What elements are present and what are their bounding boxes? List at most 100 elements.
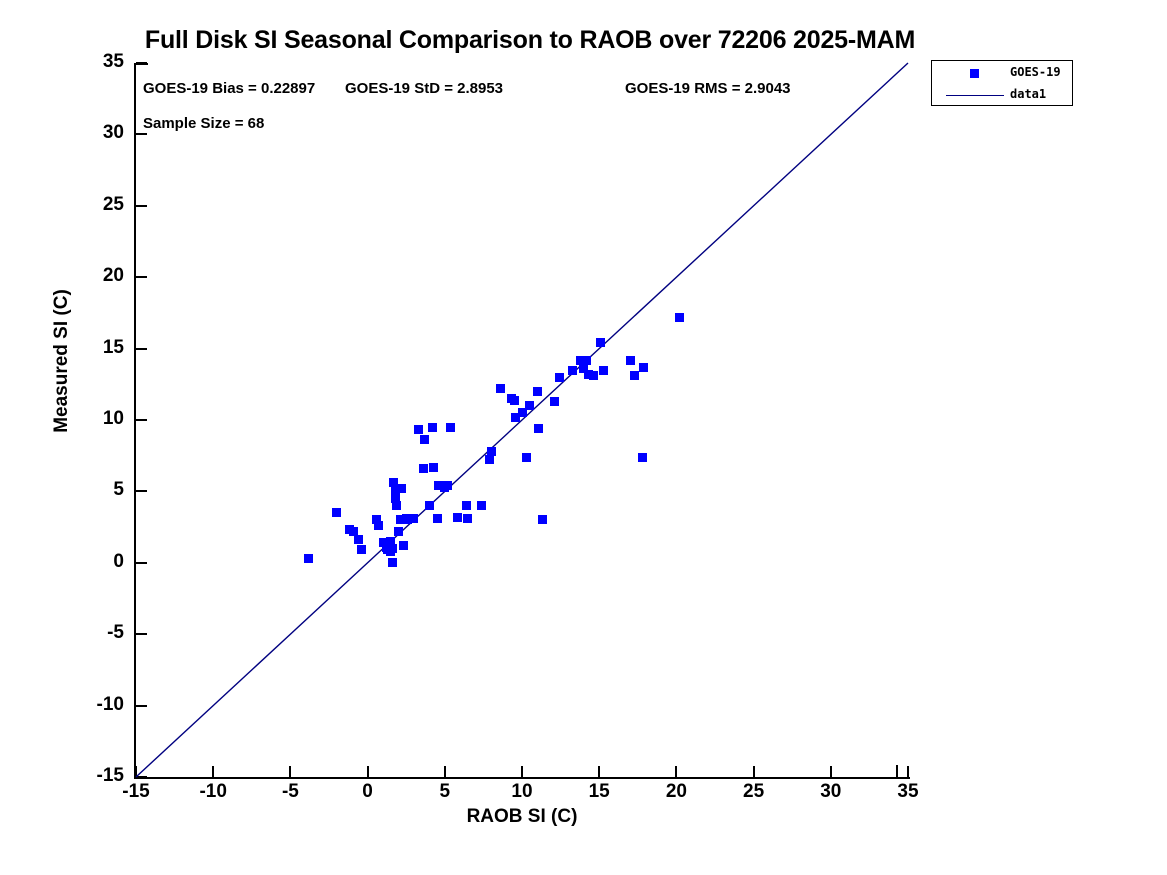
y-tick-label: 0 bbox=[113, 550, 124, 572]
legend-label-goes19: GOES-19 bbox=[1010, 65, 1061, 79]
scatter-point bbox=[389, 478, 399, 488]
scatter-point bbox=[452, 512, 462, 522]
scatter-point bbox=[511, 412, 521, 422]
scatter-point bbox=[485, 455, 495, 465]
scatter-point bbox=[522, 452, 532, 462]
scatter-point bbox=[637, 452, 647, 462]
scatter-point bbox=[387, 544, 397, 554]
legend-line-sample-icon bbox=[946, 95, 1004, 96]
x-tick-mark bbox=[752, 766, 755, 777]
axis-corner-stub-right bbox=[896, 765, 898, 777]
x-tick-mark bbox=[829, 766, 832, 777]
x-axis-label: RAOB SI (C) bbox=[466, 806, 578, 827]
x-tick-label: 35 bbox=[897, 781, 919, 802]
scatter-point bbox=[534, 424, 544, 434]
y-tick-mark bbox=[136, 347, 147, 350]
stat-sample-size-text: Sample Size = 68 bbox=[143, 115, 265, 132]
scatter-point bbox=[403, 515, 413, 525]
x-tick-mark bbox=[675, 766, 678, 777]
scatter-point bbox=[588, 371, 598, 381]
scatter-point bbox=[630, 371, 640, 381]
y-axis-spine bbox=[134, 63, 136, 779]
one-to-one-line bbox=[135, 62, 909, 778]
x-tick-mark bbox=[366, 766, 369, 777]
scatter-point bbox=[332, 508, 342, 518]
scatter-point bbox=[579, 364, 589, 374]
y-tick-label: -15 bbox=[96, 765, 124, 786]
scatter-point bbox=[390, 486, 400, 496]
x-tick-label: -15 bbox=[122, 781, 150, 802]
scatter-point bbox=[583, 369, 593, 379]
scatter-point bbox=[395, 515, 405, 525]
stat-bias-text: GOES-19 Bias = 0.22897 bbox=[143, 80, 316, 97]
x-tick-mark bbox=[212, 766, 215, 777]
legend-entry-goes19: GOES-19 bbox=[932, 62, 1074, 84]
x-tick-label: 30 bbox=[820, 781, 842, 802]
scatter-markers bbox=[136, 63, 908, 777]
scatter-point bbox=[393, 526, 403, 536]
scatter-point bbox=[443, 481, 453, 491]
legend-label-data1: data1 bbox=[1010, 87, 1047, 101]
y-tick-mark bbox=[136, 276, 147, 279]
legend: GOES-19 data1 bbox=[931, 60, 1073, 106]
scatter-point bbox=[576, 355, 586, 365]
x-tick-label: 15 bbox=[588, 781, 610, 802]
scatter-point bbox=[386, 536, 396, 546]
y-tick-label: 10 bbox=[102, 408, 124, 429]
scatter-point bbox=[344, 525, 354, 535]
x-tick-mark bbox=[521, 766, 523, 777]
scatter-point bbox=[446, 422, 456, 432]
scatter-point bbox=[414, 425, 424, 435]
x-tick-mark bbox=[289, 766, 292, 777]
y-tick-label: 35 bbox=[102, 51, 124, 72]
scatter-point bbox=[554, 372, 564, 382]
scatter-point bbox=[373, 521, 383, 531]
y-tick-label: 20 bbox=[102, 265, 124, 287]
scatter-point bbox=[463, 514, 473, 524]
x-tick-label: 20 bbox=[665, 781, 687, 802]
scatter-point bbox=[495, 384, 505, 394]
y-tick-label: 15 bbox=[102, 336, 124, 358]
y-tick-mark bbox=[136, 490, 147, 493]
y-tick-mark bbox=[136, 62, 147, 64]
scatter-point bbox=[434, 481, 444, 491]
axis-corner-stub-top bbox=[136, 63, 148, 65]
scatter-point bbox=[304, 554, 314, 564]
x-tick-label: 25 bbox=[743, 781, 765, 802]
scatter-point bbox=[537, 515, 547, 525]
legend-square-marker-icon bbox=[970, 69, 979, 78]
scatter-point bbox=[674, 312, 684, 322]
y-tick-label: -10 bbox=[96, 693, 124, 715]
page-title: Full Disk SI Seasonal Comparison to RAOB… bbox=[144, 26, 916, 54]
x-tick-label: 10 bbox=[511, 781, 533, 802]
scatter-point bbox=[549, 396, 559, 406]
scatter-point bbox=[398, 541, 408, 551]
stat-std-text: GOES-19 StD = 2.8953 bbox=[345, 80, 503, 97]
y-tick-label: 5 bbox=[113, 479, 124, 501]
y-tick-label: 25 bbox=[102, 193, 124, 215]
plot-area bbox=[135, 62, 909, 778]
scatter-point bbox=[372, 515, 382, 525]
reference-line bbox=[135, 62, 909, 778]
scatter-point bbox=[429, 462, 439, 472]
scatter-point bbox=[353, 535, 363, 545]
scatter-point bbox=[532, 386, 542, 396]
scatter-point bbox=[387, 558, 397, 568]
y-tick-mark bbox=[136, 776, 147, 778]
scatter-point bbox=[349, 526, 359, 536]
scatter-point bbox=[582, 355, 592, 365]
y-tick-mark bbox=[136, 419, 147, 421]
y-tick-label: 30 bbox=[102, 122, 124, 144]
scatter-point bbox=[477, 501, 487, 511]
scatter-point bbox=[625, 355, 635, 365]
x-tick-mark bbox=[135, 766, 137, 777]
scatter-point bbox=[427, 422, 437, 432]
x-tick-mark bbox=[598, 766, 601, 777]
scatter-point bbox=[486, 446, 496, 456]
scatter-point bbox=[418, 464, 428, 474]
legend-entry-data1: data1 bbox=[932, 84, 1074, 106]
scatter-point bbox=[397, 484, 407, 494]
scatter-point bbox=[525, 401, 535, 411]
scatter-point bbox=[461, 501, 471, 511]
y-tick-mark bbox=[136, 133, 147, 136]
